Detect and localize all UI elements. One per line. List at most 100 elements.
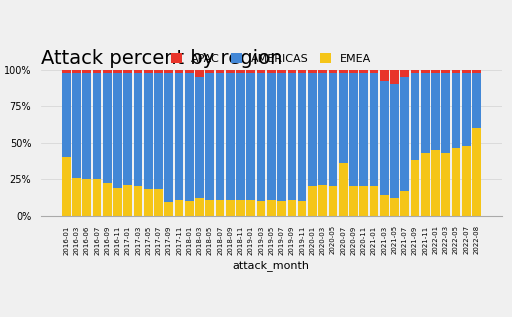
Bar — [400, 191, 409, 216]
Bar — [267, 70, 276, 73]
Bar — [339, 163, 348, 216]
Bar — [472, 70, 481, 73]
Bar — [72, 178, 81, 216]
Bar — [380, 195, 389, 216]
Bar — [278, 73, 286, 201]
Bar — [359, 73, 368, 186]
Bar — [257, 201, 265, 216]
Bar — [298, 73, 307, 201]
X-axis label: attack_month: attack_month — [233, 260, 310, 271]
Bar — [246, 199, 255, 216]
Bar — [339, 73, 348, 163]
Bar — [267, 199, 276, 216]
Bar — [195, 77, 204, 198]
Bar — [380, 70, 389, 81]
Bar — [462, 73, 471, 146]
Bar — [298, 201, 307, 216]
Bar — [93, 179, 101, 216]
Bar — [144, 189, 153, 216]
Bar — [226, 73, 234, 199]
Bar — [62, 157, 71, 216]
Bar — [134, 70, 142, 73]
Bar — [452, 70, 460, 73]
Bar — [472, 73, 481, 128]
Bar — [288, 199, 296, 216]
Bar — [175, 199, 183, 216]
Bar — [236, 70, 245, 73]
Legend: APAC, AMERICAS, EMEA: APAC, AMERICAS, EMEA — [167, 49, 376, 68]
Bar — [164, 203, 173, 216]
Bar — [257, 73, 265, 201]
Bar — [349, 186, 358, 216]
Bar — [288, 70, 296, 73]
Bar — [185, 201, 194, 216]
Bar — [441, 73, 450, 153]
Bar — [113, 70, 122, 73]
Bar — [288, 73, 296, 199]
Bar — [82, 179, 91, 216]
Bar — [205, 199, 214, 216]
Bar — [62, 73, 71, 157]
Bar — [144, 73, 153, 189]
Bar — [93, 73, 101, 179]
Bar — [205, 70, 214, 73]
Bar — [134, 186, 142, 216]
Bar — [72, 73, 81, 178]
Bar — [329, 70, 337, 73]
Bar — [82, 70, 91, 73]
Bar — [216, 199, 224, 216]
Bar — [462, 70, 471, 73]
Bar — [359, 70, 368, 73]
Bar — [370, 186, 378, 216]
Bar — [175, 73, 183, 199]
Bar — [144, 70, 153, 73]
Bar — [421, 153, 430, 216]
Bar — [390, 198, 399, 216]
Bar — [441, 70, 450, 73]
Text: Attack percent by region: Attack percent by region — [41, 49, 282, 68]
Bar — [308, 70, 317, 73]
Bar — [452, 148, 460, 216]
Bar — [329, 73, 337, 186]
Bar — [185, 73, 194, 201]
Bar — [154, 189, 163, 216]
Bar — [205, 73, 214, 199]
Bar — [278, 201, 286, 216]
Bar — [154, 73, 163, 189]
Bar — [123, 70, 132, 73]
Bar — [441, 153, 450, 216]
Bar — [236, 73, 245, 199]
Bar — [400, 70, 409, 77]
Bar — [246, 70, 255, 73]
Bar — [164, 70, 173, 73]
Bar — [195, 198, 204, 216]
Bar — [226, 70, 234, 73]
Bar — [103, 184, 112, 216]
Bar — [370, 73, 378, 186]
Bar — [226, 199, 234, 216]
Bar — [216, 73, 224, 199]
Bar — [278, 70, 286, 73]
Bar — [421, 70, 430, 73]
Bar — [431, 73, 440, 150]
Bar — [411, 160, 419, 216]
Bar — [195, 70, 204, 77]
Bar — [123, 73, 132, 185]
Bar — [113, 188, 122, 216]
Bar — [236, 199, 245, 216]
Bar — [113, 73, 122, 188]
Bar — [72, 70, 81, 73]
Bar — [370, 70, 378, 73]
Bar — [164, 73, 173, 203]
Bar — [329, 186, 337, 216]
Bar — [267, 73, 276, 199]
Bar — [93, 70, 101, 73]
Bar — [431, 150, 440, 216]
Bar — [452, 73, 460, 148]
Bar — [421, 73, 430, 153]
Bar — [308, 186, 317, 216]
Bar — [298, 70, 307, 73]
Bar — [216, 70, 224, 73]
Bar — [380, 81, 389, 195]
Bar — [339, 70, 348, 73]
